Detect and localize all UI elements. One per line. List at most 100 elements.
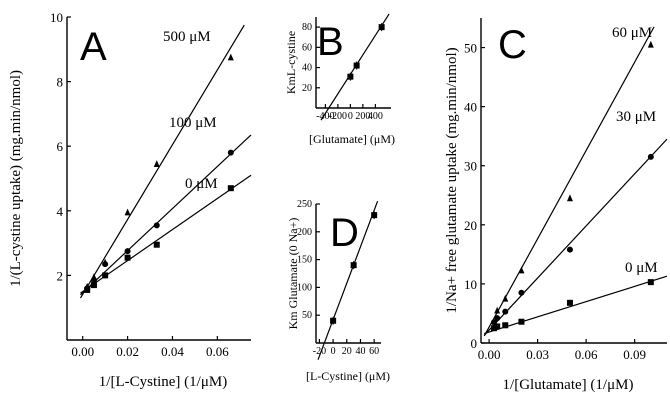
y-tick-label: 100: [297, 282, 312, 293]
series-2: 100 μM: [80, 115, 252, 296]
y-tick-label: 0: [471, 336, 478, 351]
series-1: [317, 201, 379, 360]
data-point: [494, 306, 501, 314]
data-point: [353, 62, 360, 69]
fit-line: [80, 174, 252, 294]
x-tick-label: -200: [329, 111, 347, 122]
y-tick-label: 4: [57, 204, 64, 219]
x-tick-label: 0.06: [575, 347, 598, 362]
panel-letter: C: [498, 23, 527, 67]
x-tick-label: 0.00: [71, 344, 94, 359]
data-point: [490, 325, 497, 332]
x-tick-label: 200: [355, 111, 370, 122]
y-tick-label: 200: [297, 227, 312, 238]
panel-letter: A: [80, 25, 107, 69]
y-tick-label: 30: [464, 159, 477, 174]
data-point: [124, 208, 131, 216]
data-point: [84, 286, 91, 293]
fit-line: [484, 275, 668, 335]
data-point: [371, 212, 378, 219]
data-point: [502, 294, 509, 302]
panel-letter: B: [317, 20, 344, 64]
y-tick-label: 250: [297, 199, 312, 210]
y-tick-label: 50: [464, 41, 477, 56]
data-point: [502, 322, 509, 329]
y-tick-label: 60: [302, 42, 312, 53]
data-point: [566, 194, 573, 202]
x-tick-label: 0.06: [206, 344, 229, 359]
fit-line: [80, 134, 252, 296]
data-point: [227, 185, 234, 192]
data-point: [566, 246, 573, 253]
x-tick-label: 0.09: [623, 347, 646, 362]
data-point: [124, 254, 131, 261]
y-tick-label: 20: [464, 218, 477, 233]
series-label: 30 μM: [616, 109, 656, 125]
data-point: [330, 317, 337, 324]
x-tick-label: 40: [355, 346, 365, 357]
data-point: [350, 262, 357, 269]
panel-a: 0.00 0.02 0.04 0.06 2 4 6 8 10 A 1/[L-Cystine] (1/…: [8, 10, 252, 390]
x-tick-label: -400: [316, 111, 334, 122]
x-tick-label: 0.02: [116, 344, 139, 359]
y-tick-label: 20: [302, 83, 312, 94]
y-axis-label: KmL-cystine: [284, 31, 298, 94]
data-point: [502, 308, 509, 315]
y-tick-label: 40: [302, 63, 312, 74]
fit-line: [483, 138, 668, 336]
series-3: 0 μM: [484, 260, 668, 335]
data-point: [102, 261, 109, 268]
series-1: [320, 13, 390, 121]
y-tick-label: 40: [464, 100, 477, 115]
panel-d: -20 0 20 40 60 50 100 150 200 250 D [L-Cystine] (μM…: [286, 199, 390, 383]
series-label: 0 μM: [625, 260, 658, 276]
series-label: 500 μM: [163, 29, 211, 45]
x-tick-label: 0.04: [161, 344, 184, 359]
series-1: 60 μM: [483, 25, 655, 337]
x-tick-label: 0: [331, 346, 336, 357]
y-tick-label: 8: [57, 75, 64, 90]
series-2: 30 μM: [483, 109, 668, 336]
panel-c: 0.00 0.03 0.06 0.09 0 10 20 30 40 50 C 1/[Glutamate…: [444, 18, 668, 393]
fit-line: [483, 26, 655, 337]
x-tick-label: 0.00: [478, 347, 501, 362]
data-point: [378, 24, 385, 31]
x-axis-label: 1/[L-Cystine] (1/μM): [99, 374, 227, 390]
data-point: [153, 241, 160, 248]
data-point: [90, 277, 97, 284]
x-tick-label: 400: [368, 111, 383, 122]
x-axis-label: [Glutamate] (μM): [309, 132, 395, 146]
y-tick-label: 150: [297, 255, 312, 266]
data-point: [518, 318, 525, 325]
x-axis-label: 1/[Glutamate] (1/μM): [503, 377, 634, 393]
data-point: [518, 266, 525, 274]
series-3: 0 μM: [80, 174, 252, 294]
y-tick-label: 50: [302, 310, 312, 321]
data-point: [124, 248, 131, 255]
data-point: [227, 53, 234, 61]
y-axis-label: 1/(L-cystine uptake) (mg.min/nmol): [8, 70, 24, 287]
x-axis-label: [L-Cystine] (μM): [306, 369, 390, 383]
fit-line: [79, 24, 245, 299]
y-tick-label: 2: [57, 268, 64, 283]
panel-letter: D: [330, 211, 359, 255]
data-point: [566, 299, 573, 306]
data-point: [153, 222, 160, 229]
data-point: [494, 323, 501, 330]
series-label: 100 μM: [169, 115, 217, 131]
data-point: [647, 279, 654, 286]
x-tick-label: 0.03: [526, 347, 549, 362]
series-label: 60 μM: [612, 25, 652, 41]
y-tick-label: 6: [57, 139, 64, 154]
data-point: [494, 315, 501, 322]
data-point: [647, 40, 654, 48]
fit-line: [317, 201, 379, 360]
data-point: [518, 289, 525, 296]
data-point: [102, 272, 109, 279]
x-tick-label: 60: [369, 346, 379, 357]
data-point: [347, 73, 354, 80]
data-point: [153, 160, 160, 167]
x-tick-label: 0: [348, 111, 353, 122]
